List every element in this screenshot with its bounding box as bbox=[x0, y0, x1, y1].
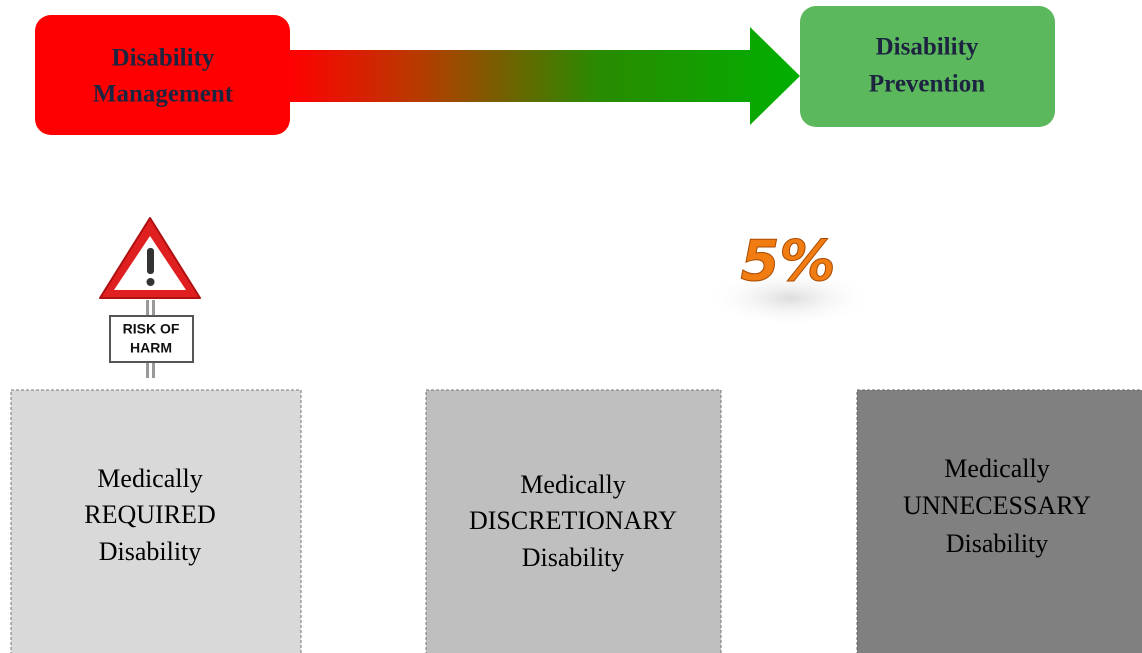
start-label: Management bbox=[93, 81, 234, 108]
box-label: UNNECESSARY bbox=[903, 491, 1091, 520]
progress-arrow bbox=[288, 27, 800, 125]
end-box bbox=[800, 6, 1055, 127]
box-label: Disability bbox=[99, 537, 202, 566]
box-label: Medically bbox=[944, 454, 1049, 483]
sign-text: HARM bbox=[130, 340, 172, 356]
box-label: Medically bbox=[97, 464, 202, 493]
start-label: Disability bbox=[112, 45, 215, 72]
start-box bbox=[35, 15, 290, 135]
box-label: Disability bbox=[946, 529, 1049, 558]
box-label: REQUIRED bbox=[84, 500, 215, 529]
end-label: Prevention bbox=[869, 71, 985, 98]
sign-text: RISK OF bbox=[123, 321, 180, 337]
end-label: Disability bbox=[876, 34, 979, 61]
box-label: DISCRETIONARY bbox=[469, 506, 677, 535]
box-label: Medically bbox=[520, 470, 625, 499]
percent-badge: 5% bbox=[740, 229, 835, 294]
box-label: Disability bbox=[522, 543, 625, 572]
diagram: Disability Management Disability Prevent… bbox=[0, 0, 1142, 653]
category-box bbox=[857, 390, 1142, 653]
